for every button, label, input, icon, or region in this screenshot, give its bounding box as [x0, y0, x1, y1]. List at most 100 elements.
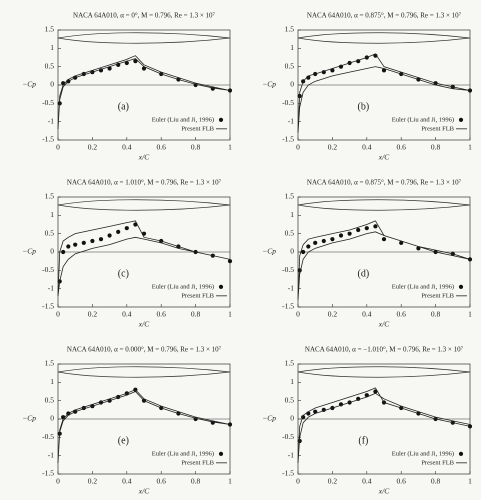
legend-marker [458, 451, 464, 456]
data-point [124, 60, 129, 66]
x-tick-label: 1 [468, 143, 472, 152]
panel: NACA 64A010, α = 0.875°, M = 0.796, Re =… [262, 12, 472, 162]
y-tick-label: -0.5 [42, 432, 54, 441]
y-tick-label: 0 [290, 80, 294, 89]
legend-label: Euler (Liu and Ji, 1996) [392, 450, 454, 457]
data-line [297, 220, 471, 300]
y-tick-label: 1 [290, 43, 294, 52]
data-line [57, 389, 231, 464]
y-tick-label: 1 [50, 43, 54, 52]
data-point [364, 226, 369, 231]
x-tick-label: 0.2 [328, 143, 338, 152]
data-line [297, 53, 471, 133]
x-tick-label: 0.4 [122, 310, 132, 319]
x-tick-label: 1 [468, 310, 472, 319]
data-point [321, 238, 326, 244]
legend-marker [458, 284, 464, 289]
panel-label: (d) [358, 268, 370, 279]
legend-label: Present FLB [181, 125, 214, 132]
panel-label: (e) [118, 435, 129, 446]
legend-label: Present FLB [421, 125, 454, 132]
airfoil [297, 366, 471, 378]
y-tick-label: 1.5 [45, 25, 55, 34]
y-axis-label: −Cp [262, 80, 276, 89]
x-tick-label: 0.2 [328, 310, 338, 319]
airfoil [297, 199, 471, 211]
data-point [61, 249, 66, 255]
y-tick-label: 0.5 [45, 395, 55, 404]
y-tick-label: -1 [48, 450, 54, 459]
y-tick-label: -1.5 [42, 302, 54, 311]
legend-marker [218, 451, 224, 456]
airfoil [57, 32, 231, 44]
y-tick-label: 1.5 [45, 359, 55, 368]
data-point [313, 409, 318, 414]
chart-title: NACA 64A010, α = 0°, M = 0.796, Re = 1.3… [73, 12, 216, 20]
x-tick-label: 0.4 [122, 477, 132, 486]
panel-label: (c) [118, 268, 129, 279]
y-tick-label: 1.5 [45, 192, 55, 201]
legend-label: Euler (Liu and Ji, 1996) [392, 283, 454, 290]
y-tick-label: 0.5 [45, 61, 55, 70]
y-tick-label: 0.5 [285, 61, 295, 70]
legend-marker [218, 284, 224, 289]
x-tick-label: 1 [468, 477, 472, 486]
panel-label: (f) [358, 435, 368, 446]
chart-title: NACA 64A010, α = 0.000°, M = 0.796, Re =… [67, 346, 222, 354]
y-axis-label: −Cp [22, 247, 36, 256]
y-axis-label: −Cp [22, 80, 36, 89]
y-tick-label: -0.5 [42, 98, 54, 107]
x-tick-label: 0.2 [88, 477, 98, 486]
x-tick-label: 0.6 [157, 143, 167, 152]
data-point [124, 226, 129, 231]
legend-label: Euler (Liu and Ji, 1996) [152, 283, 214, 290]
legend-label: Present FLB [421, 459, 454, 466]
legend-label: Present FLB [181, 459, 214, 466]
y-axis-label: −Cp [262, 414, 276, 423]
data-point [107, 233, 112, 238]
data-point [90, 238, 95, 244]
y-tick-label: -0.5 [282, 432, 294, 441]
data-point [399, 240, 404, 245]
x-axis-label: x/C [378, 153, 390, 162]
x-axis-label: x/C [378, 320, 390, 329]
panel: NACA 64A010, α = −1.010°, M = 0.796, Re … [262, 346, 472, 496]
x-axis-label: x/C [138, 320, 150, 329]
x-tick-label: 0.4 [362, 143, 372, 152]
x-tick-label: 0 [296, 143, 300, 152]
x-tick-label: 0 [296, 477, 300, 486]
x-tick-label: 0.8 [431, 310, 441, 319]
y-tick-label: -1 [288, 283, 294, 292]
data-point [81, 240, 86, 245]
x-tick-label: 0.8 [191, 477, 201, 486]
y-tick-label: 1 [50, 210, 54, 219]
x-tick-label: 1 [228, 310, 232, 319]
x-tick-label: 0.2 [328, 477, 338, 486]
y-tick-label: -0.5 [282, 265, 294, 274]
legend-marker [458, 117, 464, 122]
data-point [347, 231, 352, 236]
data-point [313, 240, 318, 245]
data-point [381, 68, 387, 73]
x-axis-label: x/C [378, 487, 390, 496]
x-tick-label: 0.8 [431, 477, 441, 486]
chart-title: NACA 64A010, α = −1.010°, M = 0.796, Re … [305, 346, 464, 354]
y-tick-label: 0.5 [45, 228, 55, 237]
data-point [73, 242, 78, 247]
y-tick-label: -1 [48, 116, 54, 125]
airfoil [57, 366, 231, 378]
x-tick-label: 0.6 [397, 477, 407, 486]
y-tick-label: -1.5 [282, 302, 294, 311]
y-tick-label: 0 [290, 414, 294, 423]
x-tick-label: 0.6 [397, 310, 407, 319]
chart-title: NACA 64A010, α = 0.875°, M = 0.796, Re =… [307, 12, 462, 20]
data-point [330, 68, 335, 73]
y-tick-label: 0 [50, 80, 54, 89]
y-tick-label: -0.5 [42, 265, 54, 274]
x-tick-label: 0.6 [157, 477, 167, 486]
y-tick-label: -0.5 [282, 98, 294, 107]
x-tick-label: 0.4 [362, 310, 372, 319]
panel: NACA 64A010, α = 0.000°, M = 0.796, Re =… [22, 346, 232, 496]
data-point [107, 66, 112, 71]
